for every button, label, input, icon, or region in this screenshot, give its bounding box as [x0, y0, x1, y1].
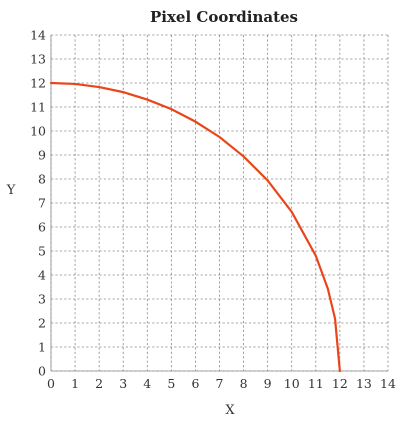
series-layer [49, 81, 341, 373]
x-tick-label: 10 [284, 376, 300, 391]
x-tick-label: 6 [191, 376, 199, 391]
y-tick-label: 5 [38, 244, 46, 259]
x-tick-label: 7 [216, 376, 224, 391]
y-tick-label: 3 [38, 292, 46, 307]
y-tick-label: 1 [38, 340, 46, 355]
x-axis-label: X [225, 403, 235, 418]
y-tick-label: 12 [30, 76, 46, 91]
x-tick-label: 2 [95, 376, 103, 391]
x-tick-label: 5 [167, 376, 175, 391]
x-tick-label: 3 [119, 376, 127, 391]
x-tick-label: 14 [380, 376, 396, 391]
y-axis-label: Y [6, 183, 16, 198]
y-tick-label: 9 [38, 148, 46, 163]
y-tick-label: 4 [38, 268, 46, 283]
y-tick-label: 7 [38, 196, 46, 211]
x-tick-label: 9 [264, 376, 272, 391]
axes [50, 35, 388, 372]
x-tick-label: 8 [240, 376, 248, 391]
y-tick-label: 6 [38, 220, 46, 235]
x-tick-label: 4 [143, 376, 151, 391]
y-tick-label: 11 [30, 100, 46, 115]
x-tick-label: 12 [332, 376, 348, 391]
x-tick-label: 11 [308, 376, 324, 391]
chart-title: Pixel Coordinates [150, 8, 298, 26]
series-line [49, 81, 341, 373]
grid [50, 34, 389, 372]
y-tick-label: 8 [38, 172, 46, 187]
x-tick-label: 13 [356, 376, 372, 391]
y-tick-label: 13 [30, 52, 46, 67]
y-tick-label: 2 [38, 316, 46, 331]
y-tick-label: 14 [30, 28, 46, 43]
y-tick-label: 0 [38, 364, 46, 379]
x-tick-label: 1 [71, 376, 79, 391]
x-tick-label: 0 [47, 376, 55, 391]
y-tick-label: 10 [30, 124, 46, 139]
